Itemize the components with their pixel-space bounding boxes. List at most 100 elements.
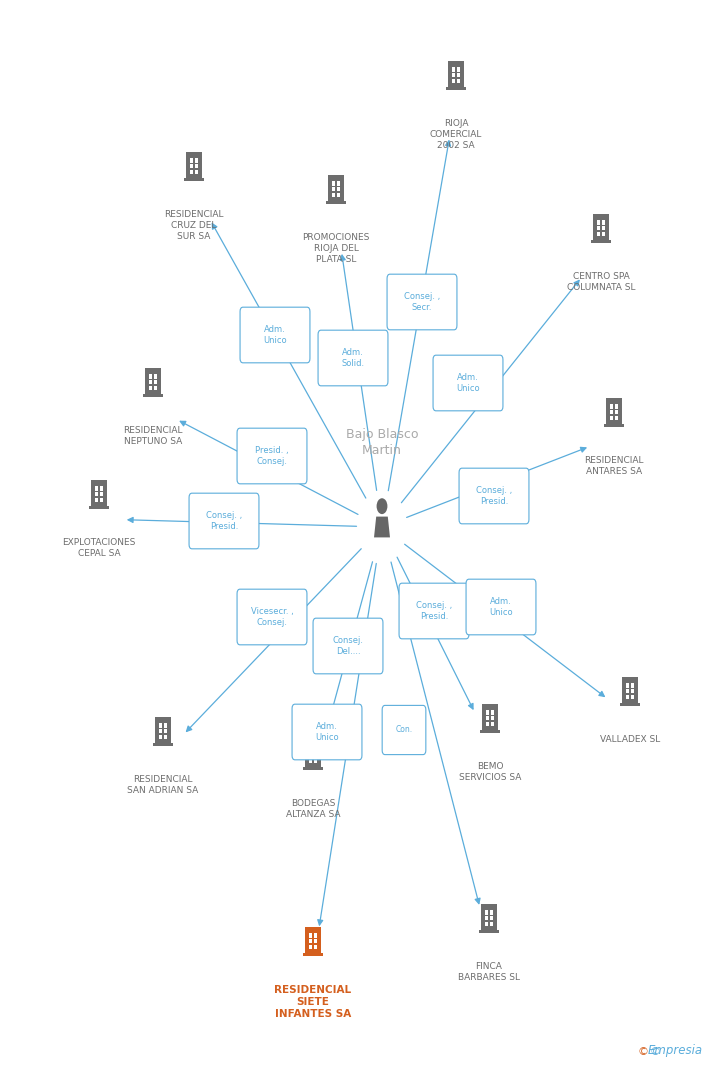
Bar xyxy=(183,178,205,181)
Bar xyxy=(314,759,317,763)
Bar xyxy=(314,753,317,758)
Bar xyxy=(610,415,614,419)
Bar xyxy=(480,730,500,733)
Bar xyxy=(314,945,317,949)
Bar xyxy=(604,424,625,427)
Text: Adm.
Unico: Adm. Unico xyxy=(315,722,339,742)
Bar xyxy=(309,933,312,937)
Bar xyxy=(332,187,336,192)
Bar xyxy=(154,717,171,743)
Bar xyxy=(303,952,323,957)
Text: EXPLOTACIONES
CEPAL SA: EXPLOTACIONES CEPAL SA xyxy=(63,538,135,559)
FancyBboxPatch shape xyxy=(292,704,362,760)
Bar xyxy=(610,404,614,409)
Bar xyxy=(190,170,194,174)
Bar xyxy=(159,723,162,728)
Bar xyxy=(626,684,630,688)
Bar xyxy=(309,945,312,949)
Bar xyxy=(190,164,194,168)
Bar xyxy=(620,703,641,706)
Bar xyxy=(489,921,493,926)
Bar xyxy=(614,404,618,409)
Bar xyxy=(446,87,467,90)
Bar xyxy=(95,498,98,502)
Bar xyxy=(194,158,198,163)
Text: CENTRO SPA
COLUMNATA SL: CENTRO SPA COLUMNATA SL xyxy=(567,272,636,292)
Bar xyxy=(194,170,198,174)
Bar xyxy=(452,67,456,72)
Bar xyxy=(89,506,109,509)
Bar xyxy=(622,677,638,703)
Bar xyxy=(309,747,312,751)
Bar xyxy=(601,231,605,236)
Text: PROMOCIONES
RIOJA DEL
PLATA SL: PROMOCIONES RIOJA DEL PLATA SL xyxy=(302,233,370,264)
Bar xyxy=(630,694,634,699)
Bar xyxy=(610,410,614,414)
Text: BEMO
SERVICIOS SA: BEMO SERVICIOS SA xyxy=(459,762,521,782)
Text: ©: © xyxy=(638,1048,649,1057)
Bar xyxy=(186,152,202,178)
Bar xyxy=(332,193,336,197)
FancyBboxPatch shape xyxy=(399,583,469,639)
Bar xyxy=(630,689,634,693)
Bar xyxy=(159,735,162,739)
Polygon shape xyxy=(374,517,390,537)
FancyBboxPatch shape xyxy=(459,469,529,524)
Bar xyxy=(491,721,494,725)
Bar xyxy=(309,939,312,944)
Text: Presid. ,
Consej.: Presid. , Consej. xyxy=(256,446,289,465)
FancyBboxPatch shape xyxy=(237,428,307,484)
Text: Con.: Con. xyxy=(395,725,413,734)
Bar xyxy=(491,716,494,720)
Bar xyxy=(614,410,618,414)
Text: VALLADEX SL: VALLADEX SL xyxy=(600,735,660,745)
Bar xyxy=(456,73,460,77)
Bar xyxy=(309,753,312,758)
Bar xyxy=(626,694,630,699)
Text: FINCA
BARBARES SL: FINCA BARBARES SL xyxy=(458,962,520,982)
Text: Consej. ,
Presid.: Consej. , Presid. xyxy=(416,601,452,621)
Bar xyxy=(304,927,321,952)
Bar xyxy=(325,200,347,204)
Bar xyxy=(485,911,488,915)
Bar xyxy=(593,214,609,240)
Bar xyxy=(328,174,344,200)
Bar xyxy=(456,78,460,83)
FancyBboxPatch shape xyxy=(237,590,307,645)
Bar xyxy=(159,729,162,733)
Text: Empresia: Empresia xyxy=(647,1044,703,1057)
Bar xyxy=(491,710,494,715)
Text: Bajo Blasco
Martin: Bajo Blasco Martin xyxy=(346,428,419,458)
Bar xyxy=(606,398,622,424)
Text: Consej. ,
Presid.: Consej. , Presid. xyxy=(206,511,242,531)
FancyBboxPatch shape xyxy=(318,331,388,386)
Text: RESIDENCIAL
SIETE
INFANTES SA: RESIDENCIAL SIETE INFANTES SA xyxy=(274,985,352,1020)
Bar xyxy=(304,740,321,766)
Text: RESIDENCIAL
ANTARES SA: RESIDENCIAL ANTARES SA xyxy=(585,456,644,476)
FancyBboxPatch shape xyxy=(240,307,310,363)
Bar xyxy=(154,374,157,379)
Bar xyxy=(626,689,630,693)
Bar xyxy=(314,939,317,944)
Bar xyxy=(145,368,162,394)
Bar xyxy=(590,240,612,243)
FancyBboxPatch shape xyxy=(189,493,259,549)
Bar xyxy=(485,916,488,920)
Bar xyxy=(309,759,312,763)
Bar xyxy=(597,231,601,236)
Bar xyxy=(336,187,340,192)
Bar xyxy=(489,916,493,920)
Bar xyxy=(143,394,164,397)
Bar xyxy=(95,492,98,496)
Bar xyxy=(597,226,601,230)
Bar xyxy=(597,220,601,225)
Text: Adm.
Solid.: Adm. Solid. xyxy=(341,348,365,368)
Bar xyxy=(149,374,152,379)
Bar xyxy=(90,479,108,506)
Bar xyxy=(164,729,167,733)
Circle shape xyxy=(376,499,387,514)
Bar xyxy=(149,385,152,389)
FancyBboxPatch shape xyxy=(382,705,426,754)
FancyBboxPatch shape xyxy=(387,274,457,330)
Bar xyxy=(100,492,103,496)
